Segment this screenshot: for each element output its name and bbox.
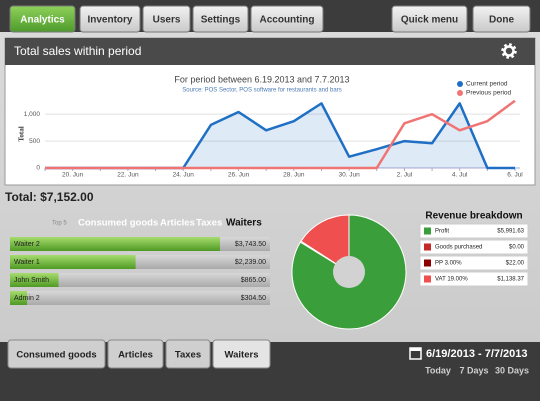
y-axis-label: Total — [18, 126, 26, 141]
legend-label: Goods purchased — [435, 245, 482, 251]
legend-row — [419, 239, 529, 255]
bottom-tab-label[interactable]: Consumed goods — [16, 350, 96, 361]
legend-label: VAT 19.00% — [435, 277, 468, 283]
settings-icon[interactable] — [501, 43, 517, 59]
y-tick-label: 0 — [36, 165, 40, 172]
line — [45, 99, 516, 170]
legend-row — [419, 223, 529, 239]
pie-hole — [333, 256, 365, 288]
pie-slice — [291, 214, 407, 330]
y-tick-label: 500 — [29, 138, 40, 145]
bar-value: $3,743.50 — [235, 241, 266, 248]
pie-slice — [300, 214, 350, 273]
x-tick-label: 22. Jun — [117, 172, 139, 179]
bar-label: John Smith — [14, 277, 49, 284]
menu-button[interactable] — [472, 5, 531, 33]
tab[interactable] — [142, 5, 191, 33]
bar — [10, 291, 28, 305]
bar — [10, 237, 220, 251]
legend-label: Profit — [435, 229, 449, 235]
bar-track — [10, 273, 270, 287]
tab[interactable] — [79, 5, 141, 33]
bar-label: Waiter 2 — [14, 241, 40, 248]
legend-value: $22.00 — [506, 261, 525, 267]
x-tick-label: 26. Jun — [228, 172, 250, 179]
x-tick-label: 30. Jun — [338, 172, 360, 179]
tab-label[interactable]: Analytics — [20, 15, 65, 26]
top5-tab[interactable]: Articles — [160, 218, 195, 229]
top5-tab[interactable]: Taxes — [196, 218, 222, 229]
legend-swatch — [424, 227, 431, 235]
legend-title: Revenue breakdown — [425, 211, 522, 222]
quick-range[interactable]: Today — [425, 365, 451, 375]
bottom-tab-label[interactable]: Waiters — [225, 350, 259, 361]
quick-range[interactable]: 7 Days — [459, 365, 488, 375]
bar-label: Waiter 1 — [14, 259, 40, 266]
legend-value: $5,991.63 — [497, 229, 524, 235]
bottom-tab[interactable] — [107, 339, 164, 369]
bottom-tab-label[interactable]: Taxes — [175, 350, 201, 361]
tab-label[interactable]: Accounting — [260, 15, 315, 26]
legend-value: $0.00 — [509, 245, 525, 251]
legend-label: Previous period — [466, 90, 512, 97]
chart-title: For period between 6.19.2013 and 7.7.201… — [174, 74, 349, 84]
total: Total: $7,152.00 — [5, 190, 94, 204]
top5-tab[interactable]: Waiters — [226, 218, 262, 229]
legend-marker — [457, 90, 463, 96]
chart-subtitle: Source: POS Sector, POS software for res… — [182, 88, 341, 94]
tab[interactable] — [9, 5, 76, 33]
menu-label[interactable]: Quick menu — [401, 15, 458, 26]
legend-label: PP 3.00% — [435, 261, 462, 267]
legend-swatch — [424, 243, 431, 251]
legend-row — [419, 255, 529, 271]
bottom-tab-label[interactable]: Articles — [118, 350, 153, 361]
bottom-tab[interactable] — [7, 339, 106, 369]
quick-range[interactable]: 30 Days — [495, 365, 529, 375]
bar-label: Admin 2 — [14, 295, 40, 302]
legend-swatch — [424, 275, 431, 283]
tab-label[interactable]: Settings — [201, 15, 241, 26]
x-tick-label: 28. Jun — [283, 172, 305, 179]
tab-label[interactable]: Inventory — [87, 15, 132, 26]
legend-row — [419, 271, 529, 287]
top5-label: Top 5 — [52, 221, 67, 227]
area — [45, 103, 515, 168]
legend-marker — [457, 81, 463, 87]
legend-swatch — [424, 259, 431, 267]
legend-value: $1,138.37 — [497, 277, 524, 283]
bottom-tab[interactable] — [165, 339, 211, 369]
x-tick-label: 4. Jul — [452, 172, 468, 179]
menu-button[interactable] — [391, 5, 468, 33]
bar-value: $2,239.00 — [235, 259, 266, 266]
bar-value: $865.00 — [241, 277, 266, 284]
y-tick-label: 1,000 — [24, 111, 41, 118]
x-tick-label: 24. Jun — [173, 172, 195, 179]
x-tick-label: 2. Jul — [397, 172, 413, 179]
legend-label: Current period — [466, 81, 508, 88]
bar — [10, 273, 59, 287]
menu-label[interactable]: Done — [489, 15, 514, 26]
date-range: 6/19/2013 - 7/7/2013 — [426, 348, 528, 360]
tab[interactable] — [250, 5, 324, 33]
bar — [10, 255, 136, 269]
calendar-icon — [409, 347, 422, 360]
tab-label[interactable]: Users — [153, 15, 181, 26]
bottom-tab[interactable] — [212, 339, 271, 369]
bar-track — [10, 291, 270, 305]
tab[interactable] — [192, 5, 249, 33]
x-tick-label: 6. Jul — [507, 172, 523, 179]
x-tick-label: 20. Jun — [62, 172, 84, 179]
panel-header — [5, 38, 535, 65]
panel-title: Total sales within period — [14, 44, 141, 58]
top5-tab[interactable]: Consumed goods — [78, 218, 158, 229]
bar-value: $304.50 — [241, 295, 266, 302]
